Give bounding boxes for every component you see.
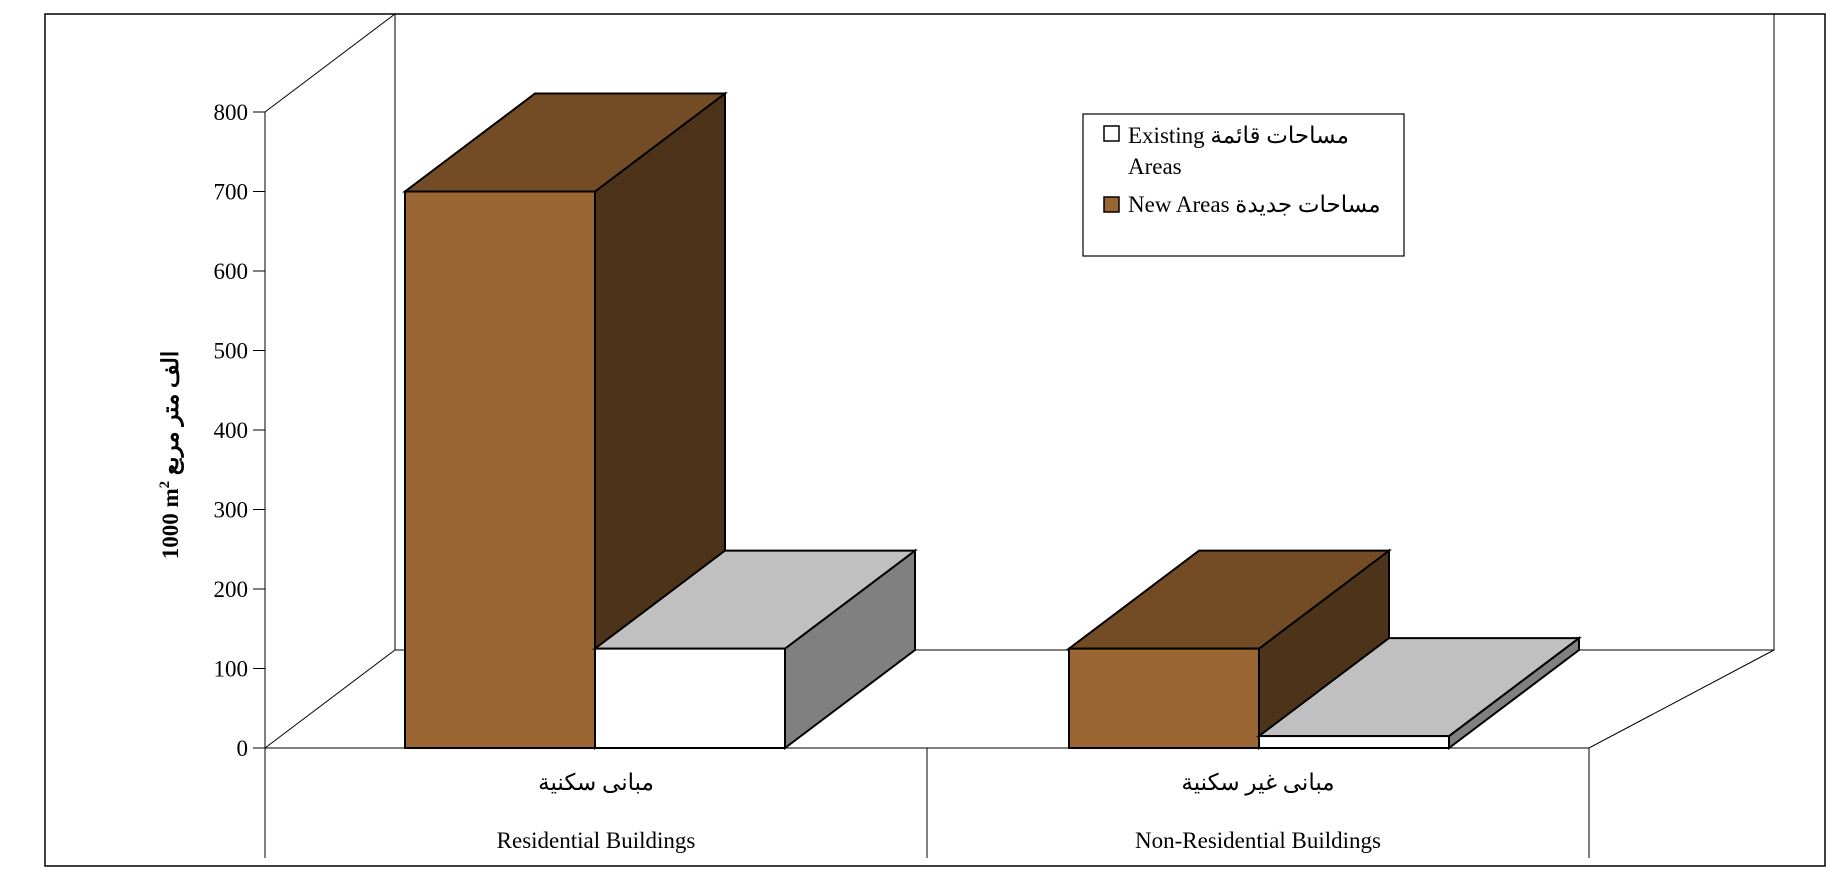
bar-front — [404, 190, 596, 749]
y-tick-label-0: 0 — [237, 736, 249, 761]
legend-label-existing-line1: Existing مساحات قائمة — [1128, 123, 1349, 148]
bar-front — [1258, 735, 1450, 750]
legend-swatch-existing — [1103, 125, 1120, 142]
bar-front — [1068, 647, 1260, 749]
y-tick-label-700: 700 — [214, 180, 249, 205]
category-label-en-1: Non-Residential Buildings — [1135, 828, 1381, 853]
category-label-en-0: Residential Buildings — [497, 828, 696, 853]
category-label-ar-1: مبانى غير سكنية — [1181, 770, 1334, 796]
y-tick-label-300: 300 — [214, 498, 249, 523]
legend: Existing مساحات قائمة Areas New Areas مس… — [1082, 113, 1405, 257]
y-tick-label-600: 600 — [214, 259, 249, 284]
y-tick-label-500: 500 — [214, 339, 249, 364]
bar-1-1 — [1256, 636, 1582, 751]
bars — [402, 91, 1582, 751]
x-axis: مبانى سكنية Residential Buildings مبانى غي… — [497, 770, 1381, 853]
legend-label-existing-line2: Areas — [1128, 154, 1182, 179]
bar-front — [594, 647, 786, 749]
y-axis: 0 100 200 300 400 500 600 700 800 — [214, 100, 265, 761]
legend-swatch-new — [1103, 196, 1120, 213]
bar-1-0 — [1066, 548, 1392, 751]
outer-frame — [44, 13, 1826, 867]
y-axis-title-superscript: 2 — [157, 481, 173, 489]
y-tick-label-400: 400 — [214, 418, 249, 443]
y-tick-label-800: 800 — [214, 100, 249, 125]
bar-0-1 — [592, 548, 918, 751]
category-label-ar-0: مبانى سكنية — [538, 770, 654, 795]
y-axis-title-arabic: الف متر مربع — [158, 351, 185, 475]
side-wall-top-edge — [264, 13, 396, 113]
floor-left-edge — [264, 649, 396, 749]
y-axis-title: 1000 m2 الف متر مربع — [157, 351, 185, 559]
legend-label-new: New Areas مساحات جديدة — [1128, 192, 1381, 217]
y-tick-label-200: 200 — [214, 577, 249, 602]
y-axis-title-unit: 1000 m — [158, 488, 183, 559]
y-tick-label-100: 100 — [214, 657, 249, 682]
legend-box — [1082, 113, 1405, 257]
